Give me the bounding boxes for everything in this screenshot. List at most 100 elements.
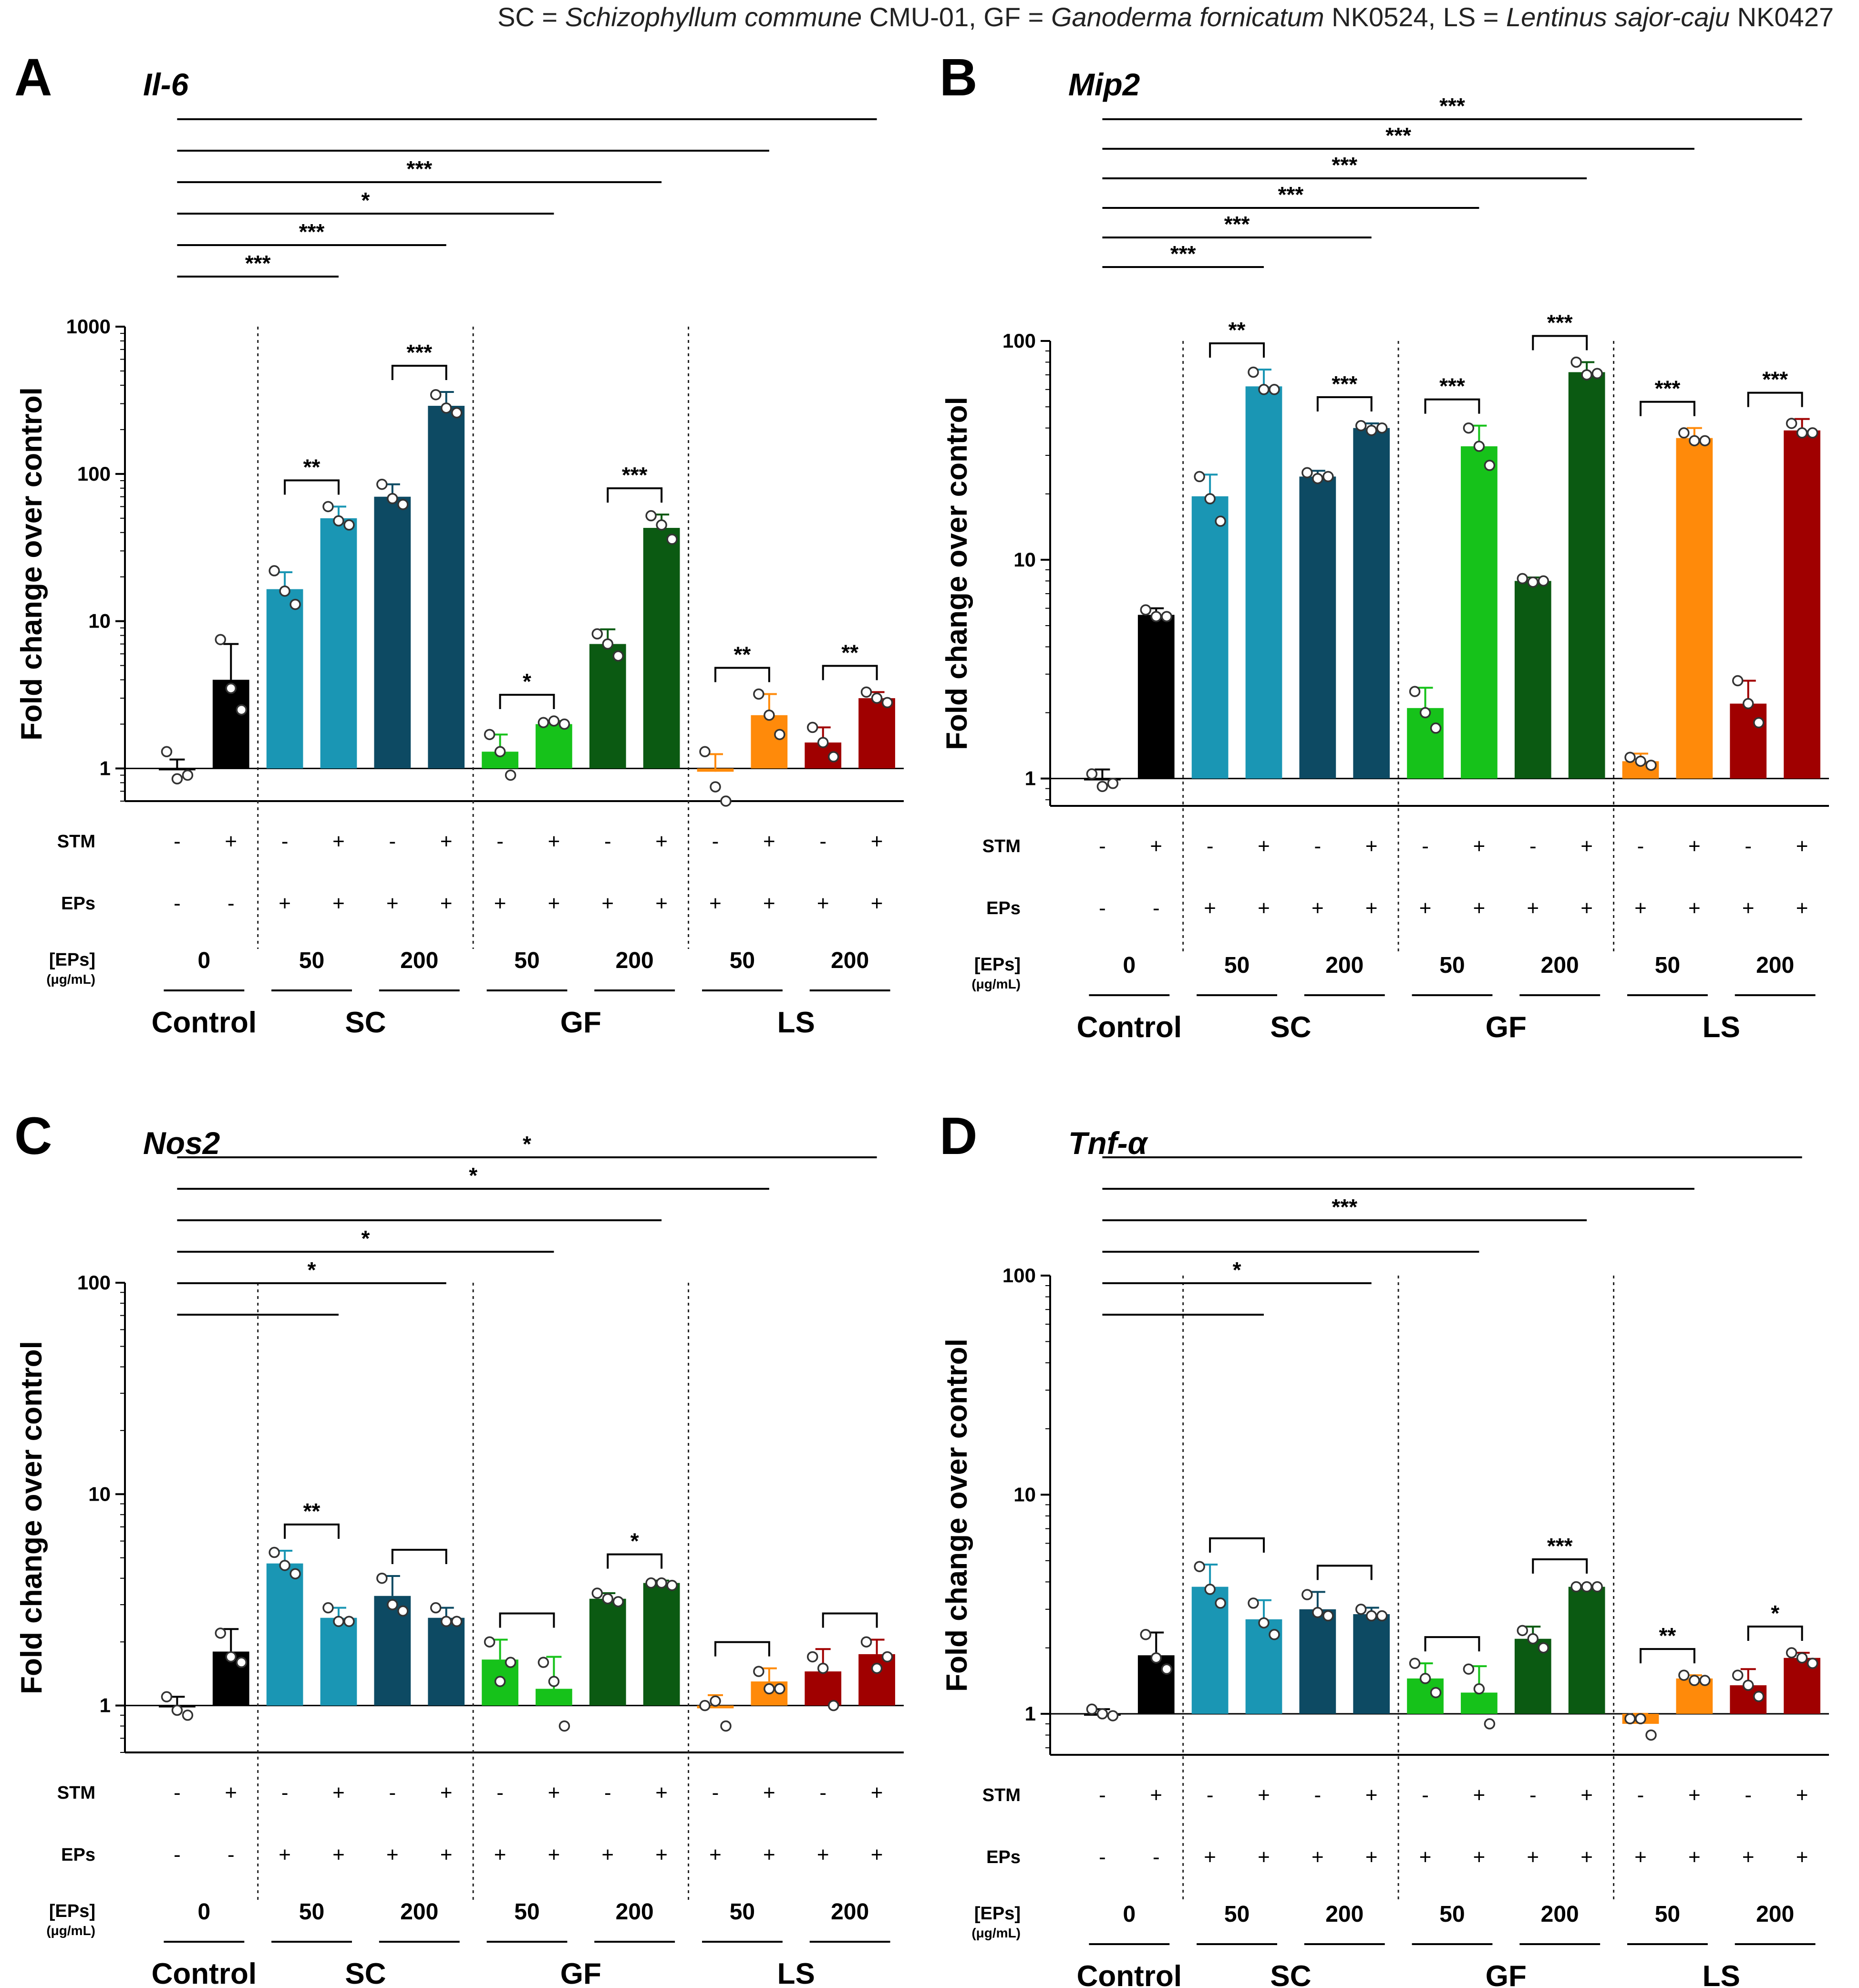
eps-sign: + [601,892,614,915]
bar [1137,615,1175,779]
bar [643,1583,680,1706]
y-axis-label: Fold change over control [15,1341,48,1694]
data-point [1355,420,1367,432]
data-point [774,1683,785,1695]
significance-label: * [469,1163,477,1188]
stm-sign: - [819,1781,826,1804]
concentration-label: 200 [1756,1902,1794,1927]
data-point [289,1568,301,1580]
bar [1353,1614,1390,1714]
eps-sign: + [440,892,453,915]
sc-name: Schizophyllum commune [565,2,862,32]
eps-sign: + [386,1843,399,1866]
data-point [225,1651,237,1663]
data-point [225,682,237,694]
significance-bracket [1209,342,1265,358]
concentration-label: 200 [1325,1902,1363,1927]
data-point [817,1662,829,1674]
data-point [171,1704,183,1716]
significance-bracket [1316,1565,1373,1580]
stm-sign: + [225,830,237,853]
bar [212,680,249,769]
stm-sign: - [1207,1783,1214,1807]
group-label: LS [1703,1011,1740,1044]
ls-code: LS [1443,2,1476,32]
panel-A: A Il-6 Fold change over control 1 10 100 1000 *… [14,48,904,1039]
data-point [430,1602,442,1614]
significance-bracket [607,1553,663,1569]
stm-sign: - [1099,834,1106,858]
data-point [1365,424,1377,436]
stm-sign: + [440,1781,453,1804]
data-point [1086,768,1098,780]
significance-bracket [1640,1648,1695,1664]
gf-equals: = [1021,2,1051,32]
data-point [558,718,570,730]
eps-sign: - [227,892,235,915]
data-point [1463,1663,1475,1675]
data-point [1096,1708,1108,1720]
stm-sign: - [1637,1783,1644,1807]
sc-strain: CMU-01, [862,2,983,32]
eps-sign: - [1153,896,1160,920]
stm-sign: + [1796,1783,1808,1807]
data-point [1301,467,1313,478]
stm-sign: - [1529,1783,1537,1807]
data-point [376,478,388,490]
eps-sign: + [1688,1845,1701,1869]
significance-bracket [1532,1558,1588,1574]
significance-label: *** [299,219,325,244]
data-point [548,1676,560,1687]
significance-label: * [1771,1601,1779,1626]
bar [1568,372,1605,779]
data-point [1689,1675,1700,1686]
data-point [881,697,893,709]
significance-label: *** [406,156,432,181]
eps-sign: + [763,1843,775,1866]
eps-sign: - [1099,1845,1106,1869]
data-point [343,519,355,531]
significance-label: *** [1439,374,1465,399]
data-point [387,493,398,505]
data-point [1376,422,1388,434]
data-point [1204,493,1216,505]
significance-bracket [822,665,878,680]
significance-bracket [1424,1636,1480,1652]
data-point [1635,755,1646,767]
concentration-label: 200 [831,948,869,973]
concentration-label: 50 [1439,1902,1465,1927]
y-tick-label: 100 [1002,1264,1036,1287]
concentration-label: 200 [1325,953,1363,978]
data-point [537,717,549,728]
significance-label: ** [303,1499,320,1524]
data-point [1419,707,1431,719]
bar [1676,438,1713,779]
concentration-label: 50 [514,1899,539,1925]
data-point [602,638,614,650]
group-label: GF [1486,1011,1527,1044]
data-point [1194,471,1205,483]
eps-sign: + [1527,1845,1539,1869]
eps-sign: + [386,892,399,915]
stm-sign: + [1150,834,1162,858]
eps-sign: + [1688,896,1701,920]
stm-sign: - [389,1781,396,1804]
data-point [1258,1617,1270,1629]
row-label-eps: EPs [61,894,95,914]
data-point [1312,473,1323,484]
eps-sign: - [174,892,181,915]
eps-sign: + [279,1843,291,1866]
stm-sign: - [496,1781,504,1804]
stm-sign: - [1314,1783,1322,1807]
data-point [1248,1597,1259,1609]
eps-sign: + [1365,1845,1378,1869]
data-point [806,721,818,733]
significance-bracket [1747,391,1803,407]
y-tick-label: 10 [88,610,111,632]
bar [805,1671,842,1706]
significance-label: * [361,188,370,213]
abbreviation-legend: SC = Schizophyllum commune CMU-01, GF = … [497,2,1834,32]
stm-sign: - [712,830,719,853]
data-point [269,565,280,577]
